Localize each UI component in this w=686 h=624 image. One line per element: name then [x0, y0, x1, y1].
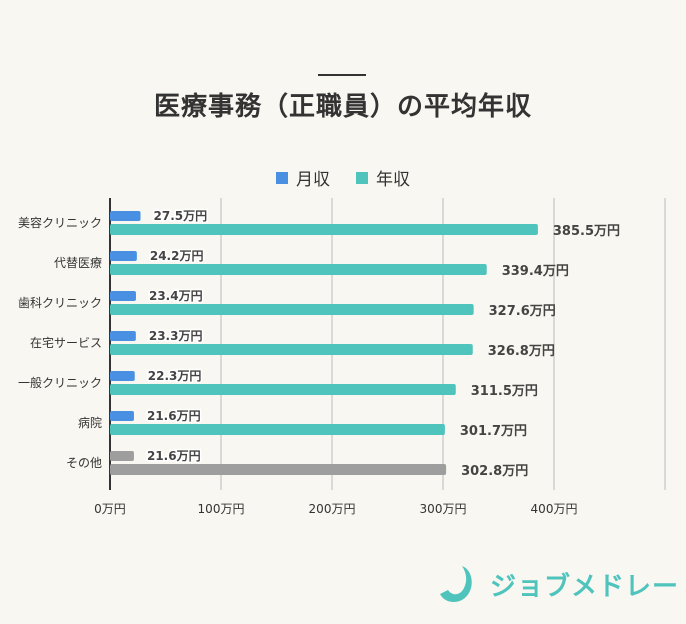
x-tick-label: 100万円: [198, 502, 245, 516]
data-label-annual: 301.7万円: [460, 424, 527, 439]
legend-swatch: [356, 171, 368, 184]
chart-title: 医療事務（正職員）の平均年収: [153, 92, 532, 122]
legend-label: 年収: [376, 170, 410, 190]
data-label-annual: 326.8万円: [488, 344, 555, 359]
title-rule: [318, 74, 366, 76]
bar-annual: [110, 424, 445, 435]
category-label: その他: [66, 456, 102, 470]
legend-label: 月収: [296, 170, 330, 190]
bar-annual: [110, 304, 474, 315]
data-label-annual: 311.5万円: [471, 384, 538, 399]
bar-monthly: [110, 291, 136, 301]
bar-monthly: [110, 331, 136, 341]
bar-annual: [110, 464, 447, 475]
data-label-monthly: 22.3万円: [148, 369, 202, 383]
brand-logo: ジョブメドレー: [436, 562, 679, 606]
brand-name: ジョブメドレー: [490, 571, 680, 602]
bar-monthly: [110, 411, 134, 421]
logo-icon: [440, 566, 472, 602]
bar-chart: 0万円 100万円 200万円 300万円 400万円 美容クリニック 27.5万円 385.…: [18, 198, 666, 516]
data-label-annual: 302.8万円: [461, 464, 528, 479]
data-label-monthly: 27.5万円: [154, 209, 208, 223]
legend: 月収 年収: [0, 165, 686, 190]
legend-item-annual: 年収: [356, 165, 410, 190]
x-tick-label: 0万円: [94, 502, 126, 516]
bar-monthly: [110, 451, 134, 461]
category-label: 美容クリニック: [18, 215, 102, 230]
bar-monthly: [110, 371, 135, 381]
data-label-annual: 385.5万円: [553, 224, 620, 239]
x-tick-label: 400万円: [531, 502, 578, 516]
data-label-monthly: 21.6万円: [147, 449, 201, 463]
bar-annual: [110, 264, 487, 275]
legend-swatch: [276, 171, 288, 184]
data-label-annual: 339.4万円: [502, 264, 569, 279]
data-label-monthly: 24.2万円: [150, 249, 204, 263]
category-label: 在宅サービス: [30, 335, 102, 350]
bar-annual: [110, 384, 456, 395]
category-label: 代替医療: [54, 256, 102, 270]
x-tick-label: 300万円: [420, 502, 467, 516]
x-tick-label: 200万円: [309, 502, 356, 516]
data-label-annual: 327.6万円: [489, 304, 556, 319]
category-label: 病院: [78, 415, 102, 430]
bar-annual: [110, 224, 538, 235]
data-label-monthly: 23.3万円: [149, 329, 203, 343]
bar-monthly: [110, 211, 141, 221]
data-label-monthly: 21.6万円: [147, 409, 201, 423]
category-label: 歯科クリニック: [18, 296, 102, 310]
bar-annual: [110, 344, 473, 355]
bar-monthly: [110, 251, 137, 261]
data-label-monthly: 23.4万円: [149, 289, 203, 303]
category-label: 一般クリニック: [18, 375, 102, 390]
legend-item-monthly: 月収: [276, 165, 330, 190]
